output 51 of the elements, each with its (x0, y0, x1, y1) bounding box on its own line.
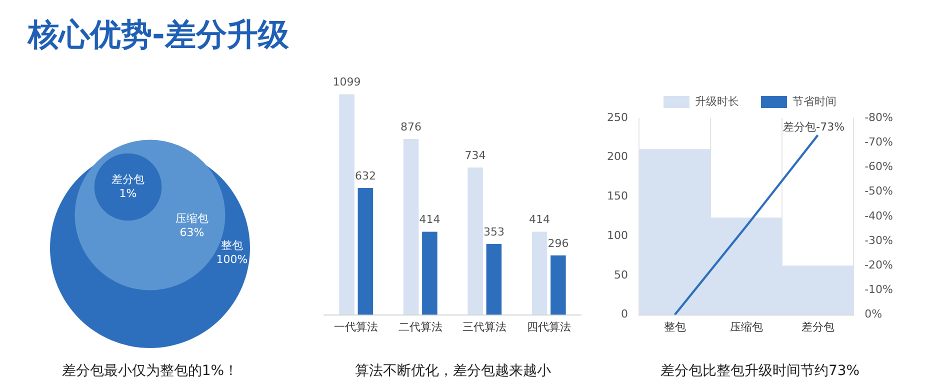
y-tick-label: 150 (606, 190, 628, 203)
bar (339, 94, 354, 315)
y2-tick-label: -50% (864, 184, 894, 198)
y2-tick-label: -30% (864, 234, 894, 247)
x-tick-label: 二代算法 (398, 320, 442, 334)
x-tick-label: 差分包 (801, 320, 834, 334)
category-label: 压缩包 (176, 212, 208, 225)
y-tick-label: 0 (620, 308, 628, 321)
y-tick-label: 200 (606, 150, 628, 164)
text: 差分包最小仅为整包的1%！ (62, 362, 238, 380)
category-label: 整包 (221, 238, 243, 252)
y2-tick-label: -10% (864, 283, 894, 296)
data-label: 414 (419, 213, 440, 226)
bar (358, 188, 374, 315)
bar (486, 244, 502, 315)
text: 算法不断优化，差分包越来越小 (355, 362, 551, 380)
y-tick-label: 100 (606, 228, 628, 242)
category-label: 差分包 (112, 172, 144, 186)
y2-tick-label: -60% (864, 160, 894, 174)
data-label: 632 (354, 169, 376, 182)
y2-tick-label: -20% (864, 258, 894, 272)
x-tick-label: 四代算法 (526, 320, 571, 334)
y-tick-label: 250 (606, 110, 628, 124)
y2-tick-label: -80% (864, 110, 894, 124)
data-label: 1% (119, 186, 137, 200)
bar (468, 168, 483, 315)
data-label: 734 (464, 148, 486, 162)
legend-label: 节省时间 (792, 94, 836, 108)
x-tick-label: 三代算法 (462, 320, 507, 334)
legend-label: 升级时长 (695, 94, 739, 108)
x-tick-label: 压缩包 (730, 320, 763, 334)
bar (532, 232, 548, 315)
data-label: 63% (180, 226, 204, 239)
data-label: 353 (483, 225, 504, 238)
y2-tick-label: 0% (864, 308, 882, 321)
data-label: 414 (529, 213, 550, 226)
data-label: 100% (216, 252, 248, 266)
annotation: 差分包-73% (783, 120, 845, 134)
bar (403, 139, 419, 315)
y-tick-label: 50 (614, 268, 628, 282)
bar (422, 232, 438, 315)
y2-tick-label: -70% (864, 135, 894, 148)
text: 差分包比整包升级时间节约73% (660, 362, 860, 380)
data-label: 296 (548, 236, 569, 250)
bar (550, 255, 566, 315)
x-tick-label: 整包 (664, 320, 686, 334)
data-label: 876 (400, 120, 422, 134)
x-tick-label: 一代算法 (334, 320, 378, 334)
y2-tick-label: -40% (864, 209, 894, 222)
data-label: 1099 (332, 76, 361, 89)
text: 核心优势-差分升级 (28, 16, 289, 55)
